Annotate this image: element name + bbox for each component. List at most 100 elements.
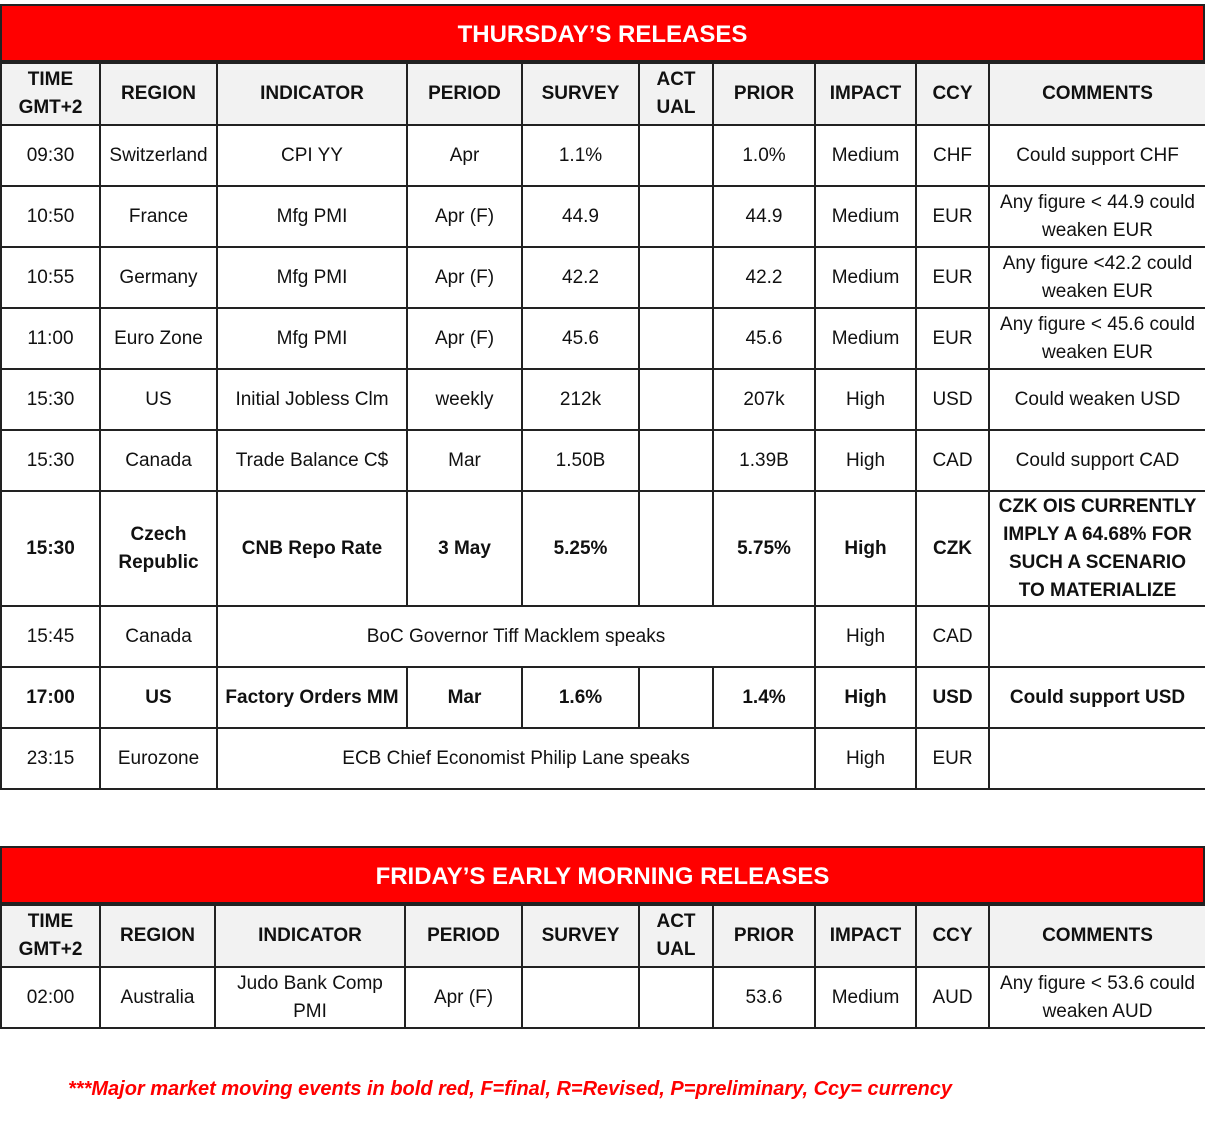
column-header-impact: IMPACT xyxy=(814,904,917,968)
cell-actual xyxy=(638,307,714,370)
cell-time: 15:45 xyxy=(0,605,101,668)
thursday-title: THURSDAY’S RELEASES xyxy=(0,4,1205,62)
cell-comments: Could support CHF xyxy=(988,124,1205,187)
cell-time: 10:55 xyxy=(0,246,101,309)
column-header-indicator: INDICATOR xyxy=(214,904,406,968)
cell-impact: High xyxy=(814,490,917,607)
column-header-survey: SURVEY xyxy=(521,62,640,126)
column-header-actual: ACT UAL xyxy=(638,904,714,968)
table-row: 10:55 Germany Mfg PMI Apr (F) 42.2 42.2 Medium… xyxy=(0,246,1205,309)
cell-period: 3 May xyxy=(406,490,523,607)
cell-period: Apr xyxy=(406,124,523,187)
table-row: 15:30 Czech Republic CNB Repo Rate 3 May 5.2… xyxy=(0,490,1205,607)
cell-region: Australia xyxy=(99,966,216,1029)
cell-comments xyxy=(988,605,1205,668)
cell-impact: Medium xyxy=(814,966,917,1029)
column-header-region: REGION xyxy=(99,904,216,968)
cell-survey: 1.50B xyxy=(521,429,640,492)
cell-time: 15:30 xyxy=(0,490,101,607)
column-header-comments: COMMENTS xyxy=(988,62,1205,126)
table-row: 11:00 Euro Zone Mfg PMI Apr (F) 45.6 45.6 Medi… xyxy=(0,307,1205,370)
cell-prior: 45.6 xyxy=(712,307,816,370)
cell-period: weekly xyxy=(406,368,523,431)
column-header-comments: COMMENTS xyxy=(988,904,1205,968)
cell-survey: 44.9 xyxy=(521,185,640,248)
table-row: 17:00 US Factory Orders MM Mar 1.6% 1.4% High U… xyxy=(0,666,1205,729)
column-header-time: TIME GMT+2 xyxy=(0,904,101,968)
header-row: TIME GMT+2 REGION INDICATOR PERIOD SURVEY ACT… xyxy=(0,62,1205,126)
cell-comments: Any figure < 53.6 could weaken AUD xyxy=(988,966,1205,1029)
cell-prior: 1.4% xyxy=(712,666,816,729)
column-header-prior: PRIOR xyxy=(712,62,816,126)
cell-comments xyxy=(988,727,1205,790)
column-header-prior: PRIOR xyxy=(712,904,816,968)
cell-survey: 1.6% xyxy=(521,666,640,729)
cell-impact: High xyxy=(814,605,917,668)
cell-ccy: EUR xyxy=(915,727,990,790)
cell-time: 02:00 xyxy=(0,966,101,1029)
cell-survey: 42.2 xyxy=(521,246,640,309)
cell-indicator: CNB Repo Rate xyxy=(216,490,408,607)
cell-time: 17:00 xyxy=(0,666,101,729)
cell-region: Switzerland xyxy=(99,124,218,187)
cell-region: Germany xyxy=(99,246,218,309)
cell-indicator: Mfg PMI xyxy=(216,246,408,309)
column-header-period: PERIOD xyxy=(406,62,523,126)
cell-period: Mar xyxy=(406,429,523,492)
cell-comments: Could support CAD xyxy=(988,429,1205,492)
cell-indicator: Trade Balance C$ xyxy=(216,429,408,492)
cell-survey: 45.6 xyxy=(521,307,640,370)
cell-survey: 212k xyxy=(521,368,640,431)
cell-ccy: CAD xyxy=(915,605,990,668)
column-header-time: TIME GMT+2 xyxy=(0,62,101,126)
cell-comments: Could support USD xyxy=(988,666,1205,729)
cell-survey xyxy=(521,966,640,1029)
cell-prior: 1.39B xyxy=(712,429,816,492)
cell-actual xyxy=(638,124,714,187)
cell-actual xyxy=(638,185,714,248)
cell-actual xyxy=(638,246,714,309)
cell-period: Apr (F) xyxy=(406,246,523,309)
cell-indicator: Factory Orders MM xyxy=(216,666,408,729)
cell-ccy: USD xyxy=(915,368,990,431)
cell-time: 11:00 xyxy=(0,307,101,370)
table-row: 09:30 Switzerland CPI YY Apr 1.1% 1.0% Medium C… xyxy=(0,124,1205,187)
table-row: 15:30 US Initial Jobless Clm weekly 212k 207k… xyxy=(0,368,1205,431)
cell-indicator: CPI YY xyxy=(216,124,408,187)
cell-indicator: Judo Bank Comp PMI xyxy=(214,966,406,1029)
cell-ccy: EUR xyxy=(915,307,990,370)
cell-prior: 5.75% xyxy=(712,490,816,607)
cell-actual xyxy=(638,666,714,729)
cell-impact: High xyxy=(814,727,917,790)
cell-event: BoC Governor Tiff Macklem speaks xyxy=(216,605,816,668)
cell-time: 15:30 xyxy=(0,429,101,492)
cell-prior: 1.0% xyxy=(712,124,816,187)
cell-indicator: Initial Jobless Clm xyxy=(216,368,408,431)
cell-period: Apr (F) xyxy=(404,966,523,1029)
cell-comments: Any figure < 45.6 could weaken EUR xyxy=(988,307,1205,370)
cell-event: ECB Chief Economist Philip Lane speaks xyxy=(216,727,816,790)
cell-time: 23:15 xyxy=(0,727,101,790)
cell-impact: Medium xyxy=(814,246,917,309)
table-row: 23:15 Eurozone ECB Chief Economist Philip … xyxy=(0,727,1205,790)
column-header-region: REGION xyxy=(99,62,218,126)
cell-time: 09:30 xyxy=(0,124,101,187)
column-header-ccy: CCY xyxy=(915,904,990,968)
column-header-actual: ACT UAL xyxy=(638,62,714,126)
thursday-section: THURSDAY’S RELEASES TIME GMT+2 REGION INDI… xyxy=(0,4,1205,790)
cell-indicator: Mfg PMI xyxy=(216,185,408,248)
cell-prior: 53.6 xyxy=(712,966,816,1029)
cell-ccy: EUR xyxy=(915,246,990,309)
cell-region: Euro Zone xyxy=(99,307,218,370)
cell-ccy: EUR xyxy=(915,185,990,248)
cell-region: US xyxy=(99,368,218,431)
cell-ccy: CHF xyxy=(915,124,990,187)
cell-impact: High xyxy=(814,666,917,729)
cell-ccy: USD xyxy=(915,666,990,729)
cell-impact: Medium xyxy=(814,124,917,187)
cell-comments: Any figure <42.2 could weaken EUR xyxy=(988,246,1205,309)
cell-actual xyxy=(638,966,714,1029)
cell-region: Canada xyxy=(99,429,218,492)
cell-actual xyxy=(638,490,714,607)
friday-section: FRIDAY’S EARLY MORNING RELEASES TIME GMT… xyxy=(0,846,1205,1029)
